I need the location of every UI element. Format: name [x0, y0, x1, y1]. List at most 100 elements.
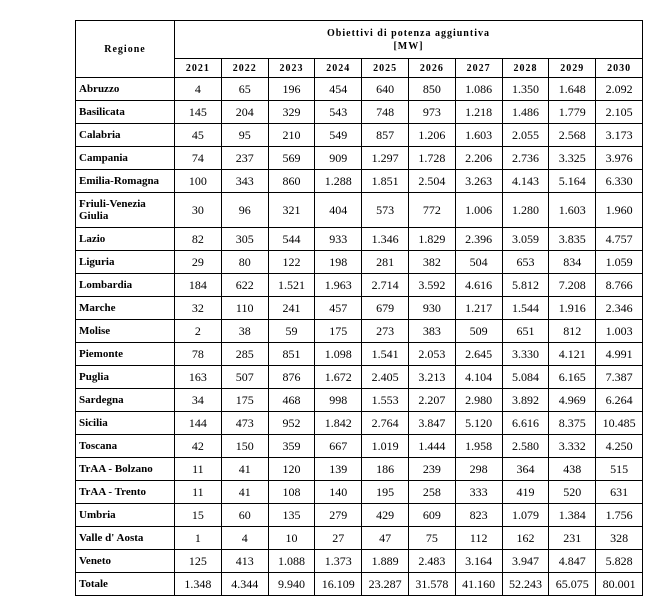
value-cell: 4.991 [595, 342, 643, 366]
value-cell: 5.164 [548, 169, 597, 193]
value-cell: 2.504 [407, 169, 456, 193]
value-cell: 10 [267, 526, 316, 550]
value-cell: 2.405 [361, 365, 409, 389]
value-cell: 38 [220, 319, 269, 343]
value-cell: 2.055 [501, 123, 550, 147]
value-cell: 175 [314, 319, 363, 343]
value-cell: 1.648 [548, 77, 597, 101]
table-row: Valle d' Aosta 1 4 10 27 47 75 112 162 231 328 [75, 526, 643, 550]
value-cell: 285 [220, 342, 269, 366]
value-cell: 651 [501, 319, 550, 343]
value-cell: 622 [220, 273, 269, 297]
value-cell: 75 [407, 526, 456, 550]
value-cell: 543 [314, 100, 363, 124]
value-cell: 569 [267, 146, 316, 170]
table-row: Lombardia 184 622 1.521 1.963 2.714 3.592 4.616… [75, 273, 643, 297]
value-cell: 973 [407, 100, 456, 124]
value-cell: 45 [174, 123, 222, 147]
value-cell: 15 [174, 503, 222, 527]
value-cell: 3.332 [548, 434, 597, 458]
value-cell: 2.714 [361, 273, 409, 297]
value-cell: 195 [361, 480, 409, 504]
value-cell: 544 [267, 227, 316, 251]
value-cell: 1.059 [595, 250, 643, 274]
value-cell: 653 [501, 250, 550, 274]
value-cell: 32 [174, 296, 222, 320]
value-cell: 34 [174, 388, 222, 412]
value-cell: 857 [361, 123, 409, 147]
value-cell: 6.616 [501, 411, 550, 435]
table-row: Sicilia 144 473 952 1.842 2.764 3.847 5.120 6.61… [75, 411, 643, 435]
value-cell: 281 [361, 250, 409, 274]
value-cell: 850 [407, 77, 456, 101]
value-cell: 876 [267, 365, 316, 389]
value-cell: 60 [220, 503, 269, 527]
value-cell: 2.568 [548, 123, 597, 147]
table-row: Umbria 15 60 135 279 429 609 823 1.079 1.384 1.756 [75, 503, 643, 527]
table-row: Emilia-Romagna 100 343 860 1.288 1.851 2.504 3.… [75, 169, 643, 193]
year-header: 2021 [174, 58, 222, 78]
value-cell: 2.092 [595, 77, 643, 101]
region-name: Lombardia [75, 273, 175, 297]
value-cell: 41 [220, 457, 269, 481]
value-cell: 3.263 [454, 169, 503, 193]
value-cell: 1.348 [174, 572, 222, 596]
value-cell: 163 [174, 365, 222, 389]
value-cell: 196 [267, 77, 316, 101]
value-cell: 186 [361, 457, 409, 481]
value-cell: 1.006 [454, 192, 503, 228]
value-cell: 343 [220, 169, 269, 193]
value-cell: 305 [220, 227, 269, 251]
value-cell: 2.396 [454, 227, 503, 251]
value-cell: 42 [174, 434, 222, 458]
table-row: Calabria 45 95 210 549 857 1.206 1.603 2.055 2.56… [75, 123, 643, 147]
table-row: Puglia 163 507 876 1.672 2.405 3.213 4.104 5.084… [75, 365, 643, 389]
value-cell: 258 [407, 480, 456, 504]
year-header: 2028 [501, 58, 550, 78]
value-cell: 4.121 [548, 342, 597, 366]
value-cell: 457 [314, 296, 363, 320]
value-cell: 237 [220, 146, 269, 170]
value-cell: 1.779 [548, 100, 597, 124]
value-cell: 241 [267, 296, 316, 320]
value-cell: 454 [314, 77, 363, 101]
value-cell: 3.330 [501, 342, 550, 366]
region-name: Emilia-Romagna [75, 169, 175, 193]
value-cell: 609 [407, 503, 456, 527]
value-cell: 772 [407, 192, 456, 228]
value-cell: 1.829 [407, 227, 456, 251]
years-row: 2021 2022 2023 2024 2025 2026 2027 2028 2029 2030 [76, 58, 643, 78]
value-cell: 438 [548, 457, 597, 481]
value-cell: 198 [314, 250, 363, 274]
region-name: Lazio [75, 227, 175, 251]
value-cell: 1.603 [454, 123, 503, 147]
value-cell: 11 [174, 480, 222, 504]
value-cell: 1.373 [314, 549, 363, 573]
table-row: Sardegna 34 175 468 998 1.553 2.207 2.980 3.892 4… [75, 388, 643, 412]
unit-text: [MW] [393, 40, 424, 52]
value-cell: 41.160 [454, 572, 503, 596]
value-cell: 1.098 [314, 342, 363, 366]
value-cell: 4.250 [595, 434, 643, 458]
value-cell: 273 [361, 319, 409, 343]
value-cell: 1.541 [361, 342, 409, 366]
value-cell: 52.243 [501, 572, 550, 596]
year-header: 2029 [548, 58, 597, 78]
table-row: Lazio 82 305 544 933 1.346 1.829 2.396 3.059 3.83… [75, 227, 643, 251]
value-cell: 7.387 [595, 365, 643, 389]
value-cell: 5.084 [501, 365, 550, 389]
region-name: Sardegna [75, 388, 175, 412]
region-name: Sicilia [75, 411, 175, 435]
value-cell: 2.645 [454, 342, 503, 366]
value-cell: 125 [174, 549, 222, 573]
value-cell: 3.164 [454, 549, 503, 573]
value-cell: 4.847 [548, 549, 597, 573]
value-cell: 329 [267, 100, 316, 124]
value-cell: 5.828 [595, 549, 643, 573]
value-cell: 7.208 [548, 273, 597, 297]
value-cell: 1.916 [548, 296, 597, 320]
table-row: Piemonte 78 285 851 1.098 1.541 2.053 2.645 3.33… [75, 342, 643, 366]
value-cell: 504 [454, 250, 503, 274]
value-cell: 16.109 [314, 572, 363, 596]
value-cell: 1.019 [361, 434, 409, 458]
